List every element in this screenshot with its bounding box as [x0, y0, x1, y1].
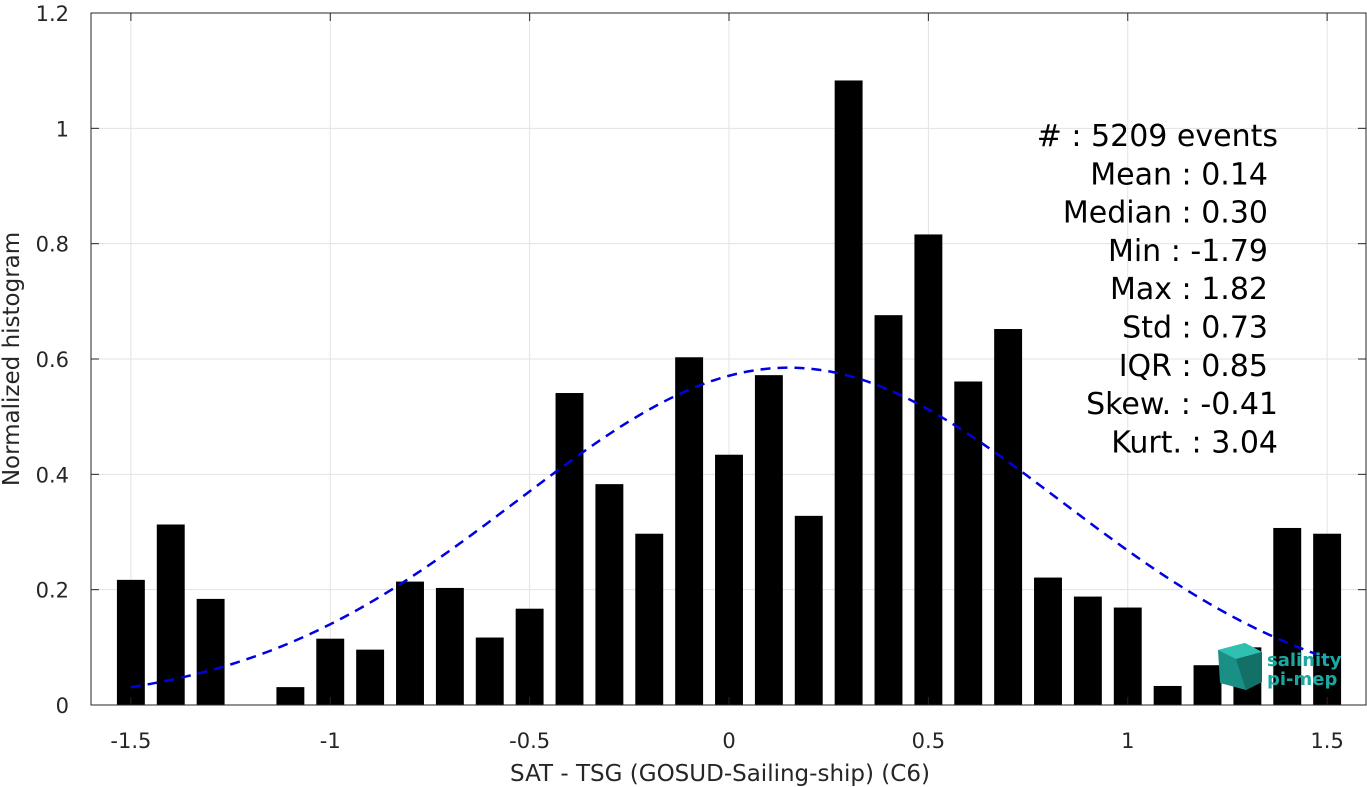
stat-line: Max : 1.82 [1110, 272, 1268, 307]
histogram-bar [316, 638, 345, 705]
logo-cube-icon [1218, 643, 1262, 690]
stat-line: Kurt. : 3.04 [1111, 425, 1278, 460]
x-tick-label: 0.5 [912, 729, 945, 753]
x-axis-label: SAT - TSG (GOSUD-Sailing-ship) (C6) [510, 761, 930, 787]
stat-line: Min : -1.79 [1108, 234, 1268, 269]
histogram-bar [196, 598, 225, 705]
histogram-bar [914, 234, 943, 705]
x-tick-label: 0 [722, 729, 735, 753]
y-tick-label: 1.2 [36, 2, 69, 26]
histogram-bar [1273, 527, 1302, 705]
x-tick-label: 1 [1121, 729, 1134, 753]
histogram-bars [116, 80, 1342, 706]
histogram-bar [635, 533, 664, 705]
histogram-bar [435, 587, 464, 705]
histogram-bar [874, 315, 903, 705]
logo-line-2: pi-mep [1267, 669, 1337, 690]
histogram-bar [356, 649, 385, 705]
y-tick-label: 0.2 [36, 579, 69, 603]
tick-labels: -1.5 -1 -0.5 0 0.5 1 1.5 0 0.2 0.4 0.6 0.8 1 1.2 [36, 2, 1344, 753]
histogram-bar [1193, 665, 1222, 705]
histogram-bar [1073, 596, 1102, 705]
salinity-pimep-logo: salinity pi-mep [1218, 643, 1342, 690]
stat-line: Mean : 0.14 [1090, 157, 1268, 192]
histogram-bar [675, 357, 704, 705]
histogram-bar [1034, 577, 1062, 705]
histogram-bar [794, 515, 823, 705]
histogram-bar [954, 381, 983, 705]
histogram-bar [834, 80, 863, 706]
histogram-bar [555, 393, 584, 705]
histogram-bar [994, 329, 1023, 705]
histogram-bar [754, 375, 783, 705]
y-tick-label: 1 [56, 117, 69, 141]
histogram-bar [156, 524, 185, 705]
histogram-bar [116, 579, 145, 705]
stat-line: Skew. : -0.41 [1086, 387, 1278, 422]
x-tick-label: 1.5 [1310, 729, 1343, 753]
stat-line: Std : 0.73 [1122, 311, 1268, 346]
y-tick-label: 0.6 [36, 348, 69, 372]
stat-line: IQR : 0.85 [1119, 349, 1268, 384]
x-tick-label: -1 [320, 729, 341, 753]
y-tick-label: 0 [56, 694, 69, 718]
histogram-bar [1313, 533, 1342, 705]
histogram-bar [1113, 607, 1142, 705]
normal-fit-curve [130, 366, 1328, 689]
stat-line: Median : 0.30 [1063, 196, 1268, 231]
axis-ticks [91, 12, 1366, 706]
histogram-bar [276, 687, 305, 705]
y-axis-label: Normalized histogram [0, 232, 25, 486]
logo-line-1: salinity [1267, 650, 1342, 671]
y-tick-label: 0.8 [36, 233, 69, 257]
stat-line: # : 5209 events [1037, 119, 1278, 154]
histogram-bar [715, 454, 743, 705]
histogram-bar [515, 608, 544, 705]
x-tick-label: -1.5 [110, 729, 151, 753]
x-tick-label: -0.5 [509, 729, 550, 753]
histogram-bar [595, 484, 624, 705]
histogram-bar [1153, 685, 1182, 705]
y-tick-label: 0.4 [36, 463, 69, 487]
histogram-bar [475, 637, 504, 705]
histogram-bar [396, 581, 424, 705]
